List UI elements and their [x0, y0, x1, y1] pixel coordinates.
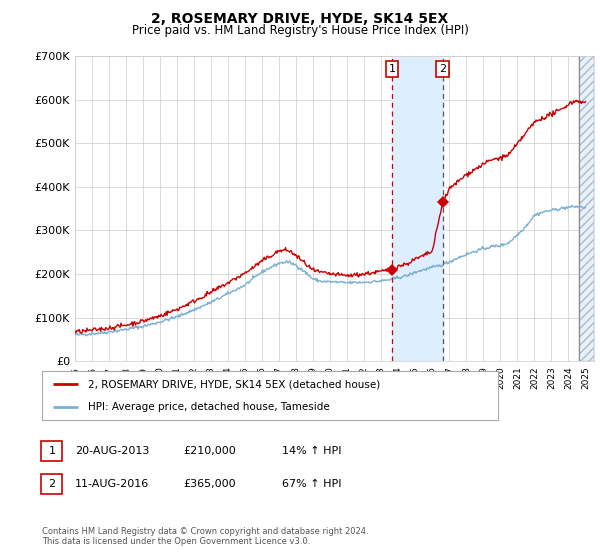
- Text: 67% ↑ HPI: 67% ↑ HPI: [282, 479, 341, 489]
- Text: 2: 2: [49, 479, 55, 489]
- Text: 20-AUG-2013: 20-AUG-2013: [75, 446, 149, 456]
- Text: 1: 1: [389, 64, 395, 74]
- Text: Contains HM Land Registry data © Crown copyright and database right 2024.
This d: Contains HM Land Registry data © Crown c…: [42, 526, 368, 546]
- Text: 2: 2: [439, 64, 446, 74]
- Text: 11-AUG-2016: 11-AUG-2016: [75, 479, 149, 489]
- Text: 1: 1: [49, 446, 55, 456]
- Text: 2, ROSEMARY DRIVE, HYDE, SK14 5EX: 2, ROSEMARY DRIVE, HYDE, SK14 5EX: [151, 12, 449, 26]
- Bar: [392, 56, 443, 361]
- Text: £365,000: £365,000: [183, 479, 236, 489]
- Text: HPI: Average price, detached house, Tameside: HPI: Average price, detached house, Tame…: [88, 402, 329, 412]
- Text: 2, ROSEMARY DRIVE, HYDE, SK14 5EX (detached house): 2, ROSEMARY DRIVE, HYDE, SK14 5EX (detac…: [88, 379, 380, 389]
- Text: 14% ↑ HPI: 14% ↑ HPI: [282, 446, 341, 456]
- Text: Price paid vs. HM Land Registry's House Price Index (HPI): Price paid vs. HM Land Registry's House …: [131, 24, 469, 36]
- Text: £210,000: £210,000: [183, 446, 236, 456]
- Bar: [578, 56, 594, 361]
- Bar: [578, 56, 594, 361]
